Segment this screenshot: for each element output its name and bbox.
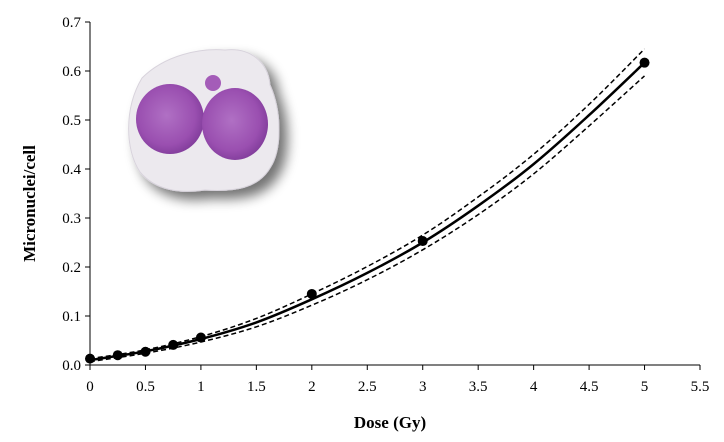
x-tick-label: 4 — [530, 379, 538, 395]
data-point — [417, 236, 428, 247]
y-tick-label: 0.0 — [62, 358, 81, 374]
data-point — [85, 353, 95, 364]
x-tick-label: 0 — [86, 379, 94, 395]
micronucleus — [205, 75, 221, 91]
y-tick-label: 0.2 — [62, 260, 81, 276]
nucleus-right — [202, 88, 268, 160]
x-tick-label: 3 — [419, 379, 427, 395]
data-point — [112, 350, 123, 361]
x-axis-title: Dose (Gy) — [354, 413, 426, 432]
y-tick-label: 0.7 — [62, 15, 81, 31]
data-point — [195, 332, 206, 343]
x-tick-label: 2 — [308, 379, 316, 395]
data-point — [306, 288, 317, 299]
y-tick-label: 0.1 — [62, 309, 81, 325]
x-tick-label: 0.5 — [136, 379, 155, 395]
fit-curve-line — [89, 61, 646, 362]
x-tick-label: 2.5 — [358, 379, 377, 395]
data-point — [140, 346, 151, 357]
x-tick-label: 3.5 — [469, 379, 488, 395]
data-point — [168, 339, 179, 350]
x-tick-label: 5 — [641, 379, 649, 395]
x-tick-label: 4.5 — [580, 379, 599, 395]
data-point — [639, 57, 650, 68]
x-tick-label: 5.5 — [691, 379, 710, 395]
y-tick-label: 0.5 — [62, 113, 81, 129]
y-tick-label: 0.3 — [62, 211, 81, 227]
cell-micrograph-image — [128, 49, 280, 192]
x-tick-label: 1 — [197, 379, 205, 395]
confidence-lower-line — [89, 75, 646, 363]
x-tick-label: 1.5 — [247, 379, 266, 395]
plot-area: 0.0 0.1 0.2 0.3 0.4 0.5 0.6 0.7 0 0.5 1 1.5 2 2.5 3 3.5… — [20, 15, 709, 432]
nucleus-left — [136, 84, 204, 154]
y-tick-label: 0.4 — [62, 162, 81, 178]
y-axis-title: Micronuclei/cell — [20, 145, 39, 262]
y-tick-label: 0.6 — [62, 64, 81, 80]
